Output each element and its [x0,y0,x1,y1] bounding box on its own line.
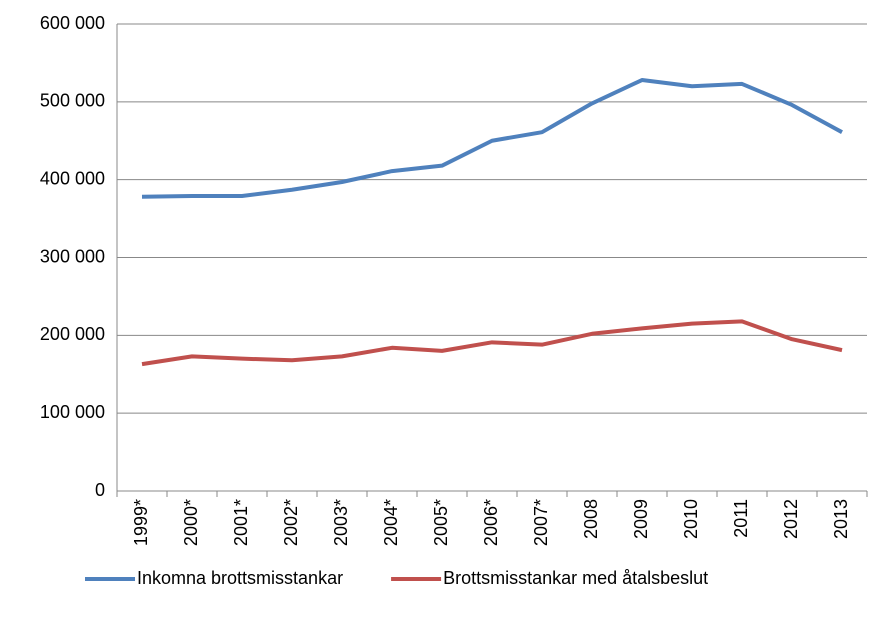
line [141,319,843,367]
x-tick-label: 2007* [531,499,551,546]
x-tick-label: 2011 [731,499,751,538]
line [141,78,843,199]
y-tick-label: 0 [95,480,105,500]
legend-label: Brottsmisstankar med åtalsbeslut [443,568,708,588]
x-tick-label: 2000* [181,499,201,546]
x-tick-label: 2013 [831,499,851,539]
y-tick-label: 400 000 [40,168,105,188]
y-tick-label: 500 000 [40,91,105,111]
x-tick-label: 2001* [231,499,251,546]
x-tick-label: 2012 [781,499,801,539]
x-tick-label: 2009 [631,499,651,539]
x-tick-label: 2008 [581,499,601,539]
x-tick-label: 2003* [331,499,351,546]
y-tick-label: 200 000 [40,324,105,344]
x-tick-label: 1999* [131,499,151,546]
x-tick-label: 2004* [381,499,401,546]
x-tick-label: 2002* [281,499,301,546]
x-tick-label: 2010 [681,499,701,539]
legend-label: Inkomna brottsmisstankar [137,568,343,588]
x-tick-label: 2006* [481,499,501,546]
y-tick-label: 600 000 [40,13,105,33]
x-tick-label: 2005* [431,499,451,546]
y-tick-label: 300 000 [40,246,105,266]
y-tick-label: 100 000 [40,402,105,422]
